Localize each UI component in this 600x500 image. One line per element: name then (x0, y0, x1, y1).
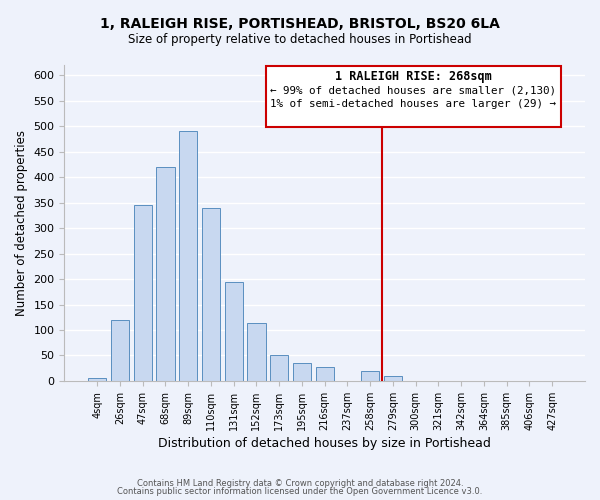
Bar (202, 208, 220, 381)
Bar (224, 282, 243, 381)
Bar (384, 376, 402, 381)
Text: 1, RALEIGH RISE, PORTISHEAD, BRISTOL, BS20 6LA: 1, RALEIGH RISE, PORTISHEAD, BRISTOL, BS… (100, 18, 500, 32)
Text: 1 RALEIGH RISE: 268sqm: 1 RALEIGH RISE: 268sqm (335, 70, 492, 83)
FancyBboxPatch shape (266, 66, 562, 127)
X-axis label: Distribution of detached houses by size in Portishead: Distribution of detached houses by size … (158, 437, 491, 450)
Bar (270, 356, 288, 381)
Bar (361, 371, 379, 381)
Text: 1% of semi-detached houses are larger (29) →: 1% of semi-detached houses are larger (2… (271, 98, 556, 108)
Bar (293, 363, 311, 381)
Bar (134, 205, 152, 381)
Text: ← 99% of detached houses are smaller (2,130): ← 99% of detached houses are smaller (2,… (271, 86, 556, 96)
Bar (88, 378, 106, 381)
Text: Contains HM Land Registry data © Crown copyright and database right 2024.: Contains HM Land Registry data © Crown c… (137, 478, 463, 488)
Bar (111, 320, 129, 381)
Y-axis label: Number of detached properties: Number of detached properties (15, 130, 28, 316)
Text: Size of property relative to detached houses in Portishead: Size of property relative to detached ho… (128, 32, 472, 46)
Bar (316, 366, 334, 381)
Text: Contains public sector information licensed under the Open Government Licence v3: Contains public sector information licen… (118, 487, 482, 496)
Bar (247, 324, 266, 381)
Bar (179, 131, 197, 381)
Bar (157, 167, 175, 381)
